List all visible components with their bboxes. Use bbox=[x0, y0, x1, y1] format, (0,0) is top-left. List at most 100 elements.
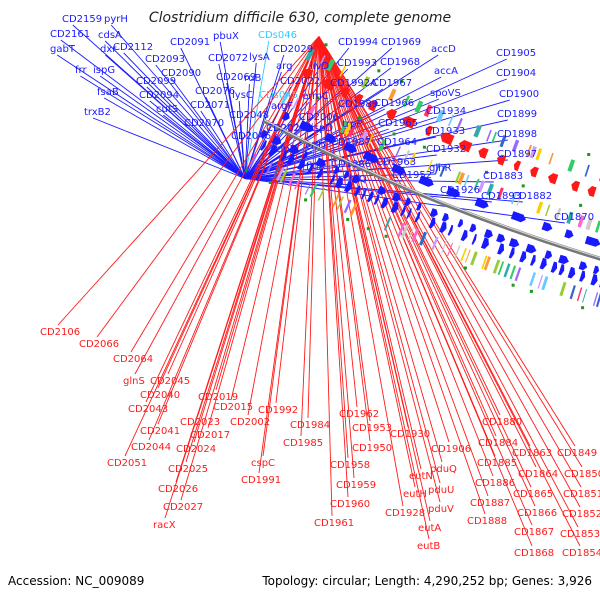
forward-cds-arrow bbox=[564, 229, 574, 239]
cog-color-block bbox=[309, 183, 318, 198]
rna-feature-mark bbox=[324, 43, 328, 47]
rna-feature-mark bbox=[511, 283, 515, 287]
cog-color-block bbox=[394, 146, 401, 158]
forward-cds-arrow bbox=[508, 247, 515, 259]
reverse-gene-label-pduu: pduU bbox=[428, 485, 454, 496]
forward-cds-arrow bbox=[508, 238, 520, 248]
forward-gene-label-glnr: glnR bbox=[429, 163, 451, 174]
reverse-gene-label-cd2041: CD2041 bbox=[140, 426, 180, 437]
accession-value: NC_009089 bbox=[75, 574, 145, 588]
forward-cds-arrow bbox=[377, 185, 386, 195]
forward-gene-label-cd1883: CD1883 bbox=[483, 171, 523, 182]
cog-color-block bbox=[595, 220, 600, 233]
reverse-gene-label-cd2043: CD2043 bbox=[128, 404, 168, 415]
forward-gene-label-fsab: fsaB bbox=[97, 87, 119, 98]
forward-cds-arrow bbox=[306, 163, 314, 175]
reverse-gene-leader bbox=[318, 36, 404, 507]
forward-gene-label-cd1904: CD1904 bbox=[496, 68, 536, 79]
forward-gene-label-cds046: CDs046 bbox=[258, 30, 297, 41]
cog-color-block bbox=[294, 176, 302, 190]
forward-gene-label-cd1899: CD1899 bbox=[497, 109, 537, 120]
cog-color-block bbox=[431, 236, 439, 251]
forward-gene-leader bbox=[244, 83, 250, 179]
forward-gene-label-dxr: dxr bbox=[100, 44, 117, 55]
forward-gene-leader bbox=[149, 100, 246, 179]
reverse-gene-leader bbox=[318, 36, 349, 498]
reverse-gene-leader bbox=[318, 36, 533, 526]
forward-gene-leader bbox=[200, 110, 246, 179]
forward-cds-arrow bbox=[406, 208, 412, 219]
forward-cds-arrow bbox=[400, 205, 406, 217]
rna-feature-mark bbox=[579, 203, 583, 207]
reverse-gene-leader bbox=[318, 36, 579, 528]
forward-gene-leader bbox=[105, 54, 246, 179]
reverse-cds-arrow bbox=[548, 173, 559, 185]
forward-gene-label-cd1969: CD1969 bbox=[381, 37, 421, 48]
reverse-gene-label-cd2045: CD2045 bbox=[150, 376, 190, 387]
forward-gene-leader bbox=[218, 63, 246, 179]
forward-gene-leader bbox=[194, 128, 246, 179]
reverse-gene-label-cd2019: CD2019 bbox=[198, 392, 238, 403]
forward-cds-arrow bbox=[315, 157, 327, 168]
cog-color-block bbox=[577, 215, 585, 228]
forward-gene-label-cd1986: CD1986 bbox=[331, 159, 371, 170]
reverse-gene-label-glns: glnS bbox=[123, 376, 145, 387]
forward-gene-leader bbox=[244, 40, 270, 179]
cog-color-block bbox=[537, 274, 544, 289]
forward-cds-arrow bbox=[281, 111, 290, 121]
forward-gene-label-cd1905: CD1905 bbox=[496, 48, 536, 59]
forward-cds-arrow bbox=[380, 197, 388, 209]
cog-color-block bbox=[486, 183, 494, 196]
cog-color-block bbox=[541, 276, 549, 291]
reverse-gene-label-cd1887: CD1887 bbox=[470, 498, 510, 509]
reverse-gene-label-cd1928: CD1928 bbox=[385, 508, 425, 519]
reverse-gene-leader bbox=[318, 36, 532, 488]
label-leader-lines bbox=[56, 24, 583, 547]
forward-cds-arrow bbox=[286, 153, 295, 165]
reverse-gene-label-cd2027: CD2027 bbox=[163, 502, 203, 513]
reverse-gene-label-cd1864: CD1864 bbox=[518, 469, 558, 480]
forward-gene-label-cd1926: CD1926 bbox=[440, 185, 480, 196]
reverse-gene-leader bbox=[318, 36, 371, 442]
forward-gene-label-cd1893: CD1893 bbox=[481, 191, 521, 202]
reverse-gene-label-cd1853: CD1853 bbox=[560, 529, 600, 540]
forward-gene-label-hfq: hfQ bbox=[349, 174, 367, 185]
forward-gene-label-cd2161: CD2161 bbox=[50, 29, 90, 40]
forward-gene-label-acca: accA bbox=[434, 66, 458, 77]
cog-color-block bbox=[481, 255, 488, 270]
length-label: Length: bbox=[374, 574, 421, 588]
reverse-gene-leader bbox=[318, 36, 494, 477]
rna-feature-mark bbox=[521, 184, 525, 188]
forward-gene-label-cd1967: CD1967 bbox=[372, 78, 412, 89]
cog-color-block bbox=[276, 167, 285, 181]
reverse-gene-leader bbox=[164, 36, 320, 519]
reverse-gene-label-cd1866: CD1866 bbox=[517, 508, 557, 519]
cog-color-block bbox=[447, 242, 454, 257]
forward-gene-label-cd1870: CD1870 bbox=[554, 212, 594, 223]
reverse-gene-label-eutb: eutB bbox=[417, 541, 440, 552]
forward-gene-label-cd1900: CD1900 bbox=[499, 89, 539, 100]
cog-color-block bbox=[576, 287, 583, 302]
forward-gene-label-cd2021: CD2021 bbox=[266, 123, 306, 134]
cog-color-block bbox=[403, 150, 411, 162]
forward-cds-arrow bbox=[480, 237, 489, 249]
cog-color-block bbox=[387, 88, 397, 101]
cog-color-block bbox=[529, 146, 537, 159]
cog-color-block bbox=[280, 91, 290, 105]
forward-gene-label-cd1994: CD1994 bbox=[338, 37, 378, 48]
forward-gene-label-cdsa: cdsA bbox=[98, 30, 122, 41]
reverse-gene-label-cd1959: CD1959 bbox=[336, 480, 376, 491]
cog-color-block bbox=[567, 159, 576, 172]
reverse-gene-label-cd1850: CD1850 bbox=[564, 469, 600, 480]
reverse-cds-arrow bbox=[478, 147, 489, 159]
cog-color-block bbox=[584, 164, 590, 177]
cog-color-block bbox=[447, 114, 454, 127]
reverse-gene-label-cd1984: CD1984 bbox=[290, 420, 330, 431]
reverse-gene-label-cd2044: CD2044 bbox=[131, 442, 171, 453]
forward-gene-label-cd1992a: CD1992A bbox=[330, 78, 377, 89]
forward-gene-leader bbox=[244, 99, 510, 179]
forward-gene-label-pyrh: pyrH bbox=[104, 14, 128, 25]
forward-cds-arrow bbox=[271, 135, 282, 146]
forward-gene-label-cd1882: CD1882 bbox=[512, 191, 552, 202]
reverse-gene-label-cd1851: CD1851 bbox=[563, 489, 600, 500]
